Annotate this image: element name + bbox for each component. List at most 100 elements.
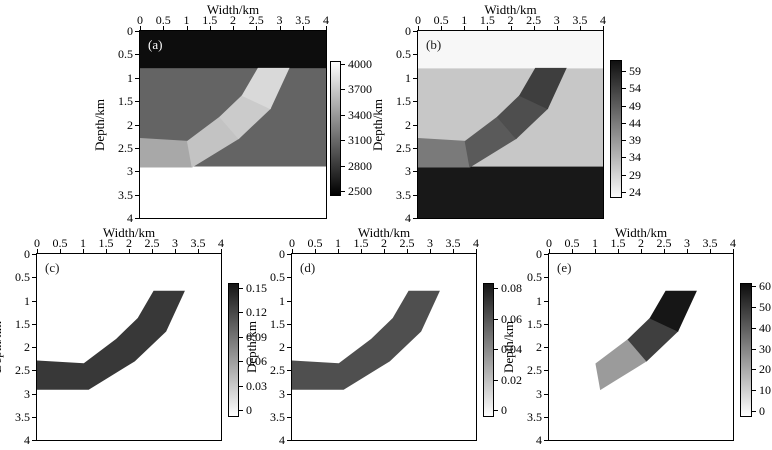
x-tick-mark-d-1 xyxy=(315,249,316,254)
y-tick-label-b-1: 0.5 xyxy=(396,47,411,62)
x-tick-mark-e-1 xyxy=(572,249,573,254)
y-tick-mark-c-0 xyxy=(32,254,37,255)
y-tick-label-e-7: 3.5 xyxy=(527,409,542,424)
y-tick-mark-d-5 xyxy=(287,370,292,372)
y-tick-label-a-6: 3 xyxy=(127,164,133,179)
plot-area-a xyxy=(139,30,327,219)
x-tick-mark-a-8 xyxy=(326,26,327,31)
x-tick-mark-e-2 xyxy=(595,249,596,254)
colorbar-tick-mark-c-3 xyxy=(239,361,243,363)
y-tick-mark-e-8 xyxy=(544,440,549,441)
model-section-a xyxy=(140,31,326,218)
colorbar-tick-label-e-3: 30 xyxy=(759,341,771,356)
x-tick-mark-c-8 xyxy=(221,249,222,254)
y-tick-label-b-2: 1 xyxy=(405,70,411,85)
y-tick-mark-b-5 xyxy=(413,147,418,149)
colorbar-tick-label-c-2: 0.09 xyxy=(246,329,267,344)
x-tick-mark-b-2 xyxy=(464,26,466,31)
colorbar-tick-label-a-1: 3700 xyxy=(348,82,372,97)
x-tick-mark-d-4 xyxy=(384,249,385,254)
y-tick-label-e-4: 2 xyxy=(536,340,542,354)
x-tick-mark-e-8 xyxy=(733,249,734,254)
layer-top-b xyxy=(418,31,603,69)
y-tick-label-d-8: 4 xyxy=(279,433,285,447)
colorbar-b xyxy=(610,60,622,198)
y-tick-label-b-8: 4 xyxy=(405,211,411,225)
x-tick-label-c-7: 3.5 xyxy=(190,236,206,250)
y-tick-label-d-6: 3 xyxy=(279,386,285,401)
panel-label-a: (a) xyxy=(148,37,163,52)
x-tick-label-a-0: 0 xyxy=(137,13,143,27)
y-tick-mark-a-2 xyxy=(135,77,140,79)
plot-area-c xyxy=(36,253,222,441)
y-tick-label-e-8: 4 xyxy=(536,433,542,447)
y-tick-mark-c-6 xyxy=(32,393,37,395)
y-tick-label-a-7: 3.5 xyxy=(118,187,133,202)
y-tick-mark-e-0 xyxy=(544,254,549,255)
y-tick-mark-c-7 xyxy=(32,416,37,418)
x-tick-mark-a-7 xyxy=(302,26,304,31)
layer-bottom-a xyxy=(140,166,326,218)
x-tick-mark-e-5 xyxy=(664,249,665,254)
model-section-c xyxy=(37,290,185,390)
channel-segment-4-a xyxy=(241,67,290,110)
x-tick-mark-b-6 xyxy=(556,26,558,31)
x-tick-label-a-8: 4 xyxy=(323,13,329,27)
colorbar-tick-mark-b-2 xyxy=(622,105,626,107)
channel-segment-1-a xyxy=(140,138,193,168)
x-tick-label-d-7: 3.5 xyxy=(445,236,461,250)
x-tick-label-b-1: 0.5 xyxy=(433,13,449,27)
panel-label-b: (b) xyxy=(426,37,442,52)
y-tick-label-a-2: 1 xyxy=(127,70,133,85)
x-tick-label-d-1: 0.5 xyxy=(307,236,323,250)
y-tick-label-e-2: 1 xyxy=(536,293,542,308)
x-tick-label-e-6: 3 xyxy=(684,236,690,250)
colorbar-tick-label-a-5: 2500 xyxy=(348,184,372,198)
y-tick-label-d-5: 2.5 xyxy=(270,363,285,378)
x-tick-label-e-0: 0 xyxy=(546,236,552,250)
colorbar-tick-mark-d-1 xyxy=(494,318,498,320)
colorbar-tick-label-d-0: 0.08 xyxy=(501,281,522,295)
y-tick-label-e-3: 1.5 xyxy=(527,316,542,331)
channel-segment-4-e xyxy=(649,290,697,332)
model-section-e xyxy=(595,290,697,391)
colorbar-c xyxy=(228,283,239,417)
colorbar-tick-label-e-4: 20 xyxy=(759,362,771,377)
x-tick-mark-b-0 xyxy=(418,26,419,31)
plot-area-d xyxy=(291,253,477,441)
colorbar-tick-label-c-5: 0 xyxy=(246,403,252,417)
y-tick-mark-d-2 xyxy=(287,300,292,302)
colorbar-tick-mark-c-4 xyxy=(239,385,243,387)
y-tick-label-e-0: 0 xyxy=(536,247,542,261)
y-tick-label-d-0: 0 xyxy=(279,247,285,261)
colorbar-tick-label-e-0: 60 xyxy=(759,279,771,293)
colorbar-tick-label-b-3: 44 xyxy=(629,115,641,130)
colorbar-tick-mark-c-1 xyxy=(239,312,243,314)
y-tick-label-c-6: 3 xyxy=(24,386,30,401)
y-tick-label-e-5: 2.5 xyxy=(527,363,542,378)
y-tick-label-b-5: 2.5 xyxy=(396,140,411,155)
colorbar-tick-mark-d-0 xyxy=(494,288,498,289)
y-tick-mark-e-1 xyxy=(544,277,549,279)
x-tick-mark-d-6 xyxy=(430,249,431,254)
colorbar-tick-label-c-4: 0.03 xyxy=(246,378,267,393)
channel-segment-1-b xyxy=(418,138,471,168)
y-tick-mark-b-2 xyxy=(413,77,418,79)
y-tick-mark-e-3 xyxy=(544,323,549,325)
model-section-b xyxy=(418,31,603,218)
x-tick-label-e-3: 1.5 xyxy=(610,236,626,250)
y-tick-label-a-8: 4 xyxy=(127,211,133,225)
colorbar-tick-mark-b-6 xyxy=(622,174,626,176)
plot-area-e xyxy=(548,253,734,441)
x-tick-label-c-6: 3 xyxy=(172,236,178,250)
y-tick-mark-e-4 xyxy=(544,347,549,348)
layer-bottom-b xyxy=(418,166,603,218)
colorbar-tick-label-d-2: 0.04 xyxy=(501,342,522,356)
x-tick-mark-b-1 xyxy=(441,26,443,31)
colorbar-tick-mark-c-5 xyxy=(239,410,243,411)
colorbar-tick-mark-a-4 xyxy=(341,165,345,167)
y-tick-mark-d-7 xyxy=(287,416,292,418)
x-tick-label-d-3: 1.5 xyxy=(353,236,369,250)
y-tick-mark-c-8 xyxy=(32,440,37,441)
y-tick-label-c-8: 4 xyxy=(24,433,30,447)
